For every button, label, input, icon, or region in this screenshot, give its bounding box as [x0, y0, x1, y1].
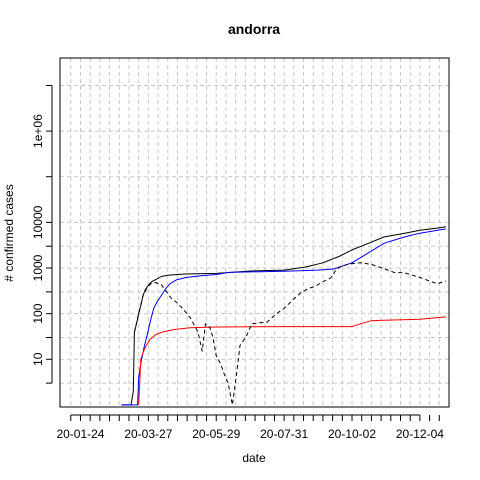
x-tick-label: 20-03-27 — [124, 427, 172, 441]
series-line-2 — [121, 228, 446, 406]
y-tick-label: 10 — [31, 352, 45, 366]
y-tick-label: 10000 — [31, 205, 45, 239]
x-tick-label: 20-10-02 — [328, 427, 376, 441]
series-lines — [121, 226, 446, 406]
series-line-4 — [133, 262, 446, 406]
series-line-3 — [138, 316, 446, 405]
plot-frame — [59, 57, 450, 408]
y-axis-label: # confirmed cases — [2, 184, 16, 281]
chart-title: andorra — [228, 21, 280, 37]
grid — [60, 58, 449, 407]
y-tick-label: 1000 — [31, 254, 45, 281]
y-tick-label: 100 — [31, 303, 45, 323]
x-tick-label: 20-12-04 — [396, 427, 444, 441]
y-axis: 10 100 1000 10000 1e+06 — [31, 84, 53, 384]
x-tick-label: 20-01-24 — [56, 427, 104, 441]
series-line-1 — [121, 226, 446, 406]
x-axis-label: date — [242, 451, 266, 465]
x-tick-label: 20-05-29 — [192, 427, 240, 441]
x-axis: 20-01-24 20-03-27 20-05-29 20-07-31 20-10-02… — [56, 414, 444, 441]
x-tick-label: 20-07-31 — [260, 427, 308, 441]
y-tick-label: 1e+06 — [31, 114, 45, 148]
